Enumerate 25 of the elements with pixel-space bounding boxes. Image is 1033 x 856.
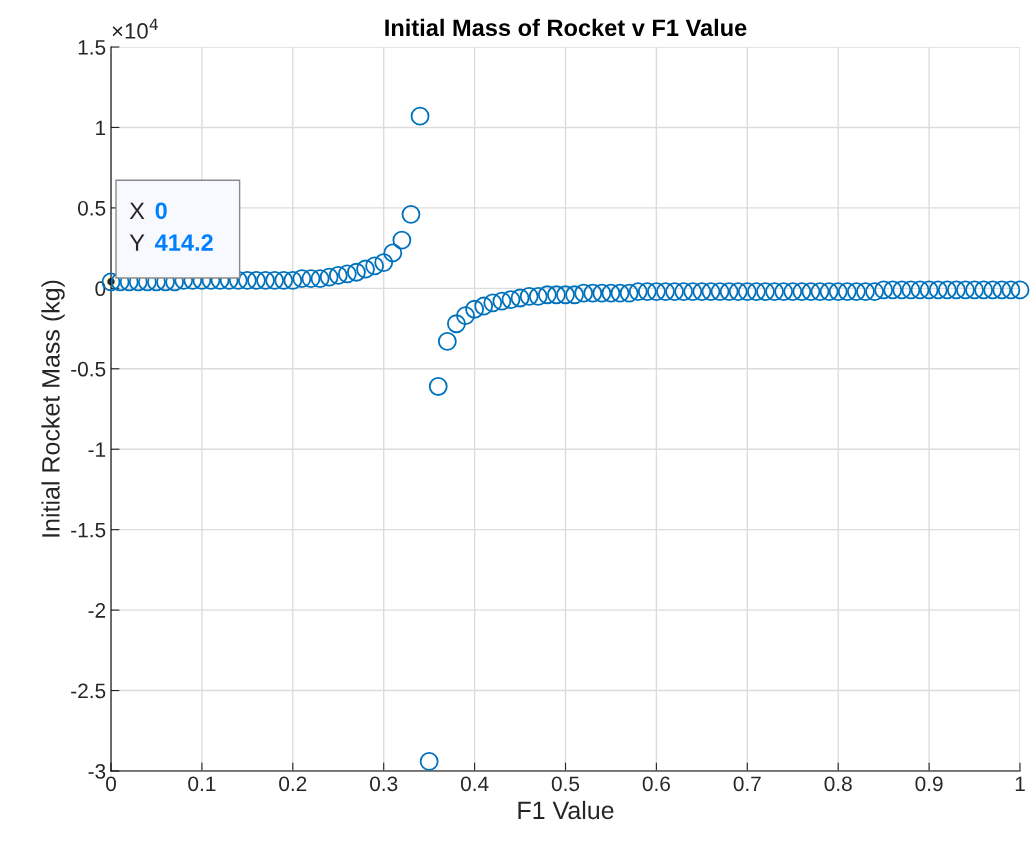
y-tick-label: -0.5 — [71, 361, 106, 377]
y-tick-label: -1.5 — [71, 522, 106, 538]
x-tick-label: 0.9 — [915, 776, 943, 792]
y-tick-label: -2.5 — [71, 683, 106, 699]
x-tick-label: 0.5 — [551, 776, 580, 792]
y-tick-label: 0.5 — [77, 200, 106, 216]
y-axis-title: Initial Rocket Mass (kg) — [41, 280, 65, 537]
text: ×10$^{4}$ — [112, 18, 158, 39]
x-axis-title: F1 Value — [518, 800, 614, 820]
x-tick-label: 0.8 — [824, 776, 852, 792]
x-tick-label: 0.6 — [642, 776, 670, 792]
x-tick-label: 0.7 — [733, 776, 761, 792]
x-tick-label: 0 — [106, 776, 116, 792]
x-tick-label: 1 — [1015, 776, 1025, 791]
y-tick-label: 1 — [96, 120, 106, 135]
y-tick-label: -2 — [88, 603, 106, 618]
y-tick-label: -3 — [88, 764, 106, 779]
chart-title: Initial Mass of Rocket v F1 Value — [385, 18, 747, 37]
y-tick-label: 1.5 — [78, 40, 106, 55]
y-tick-label: -1 — [88, 442, 106, 457]
x-tick-label: 0.1 — [188, 776, 216, 792]
x-tick-label: 0.2 — [279, 776, 307, 792]
annotation: X 0 Y 414.2 — [129, 202, 213, 251]
x-tick-label: 0.4 — [460, 776, 489, 792]
x-tick-label: 0.3 — [370, 776, 398, 792]
